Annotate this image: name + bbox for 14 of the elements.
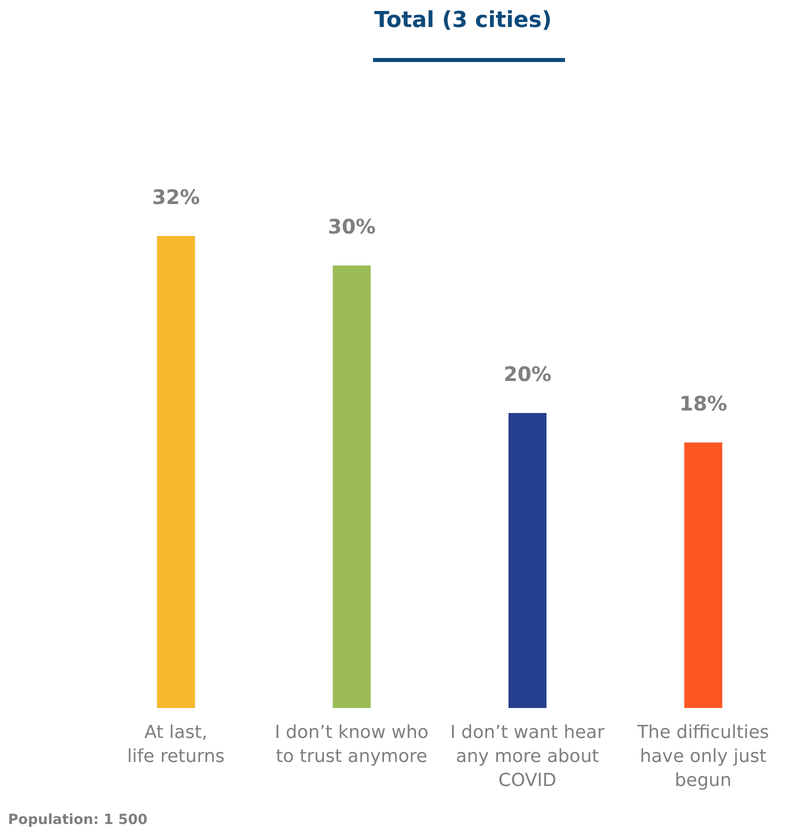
chart-title: Total (3 cities) <box>374 8 552 33</box>
x-tick-label: At last, life returns <box>127 722 225 767</box>
x-tick-label: I don’t want hear any more about COVID <box>450 722 606 791</box>
data-label: 32% <box>152 185 200 209</box>
bar <box>157 236 195 708</box>
bar <box>684 442 722 708</box>
x-tick-label: The difficulties have only just begun <box>636 722 770 791</box>
data-label: 18% <box>679 392 728 416</box>
bar <box>508 413 546 708</box>
text: Population: 1 500 <box>8 812 148 828</box>
bar <box>332 266 371 708</box>
x-tick-label: I don’t know who to trust anymore <box>274 722 429 767</box>
data-label: 30% <box>328 214 376 238</box>
data-label: 20% <box>504 362 552 386</box>
